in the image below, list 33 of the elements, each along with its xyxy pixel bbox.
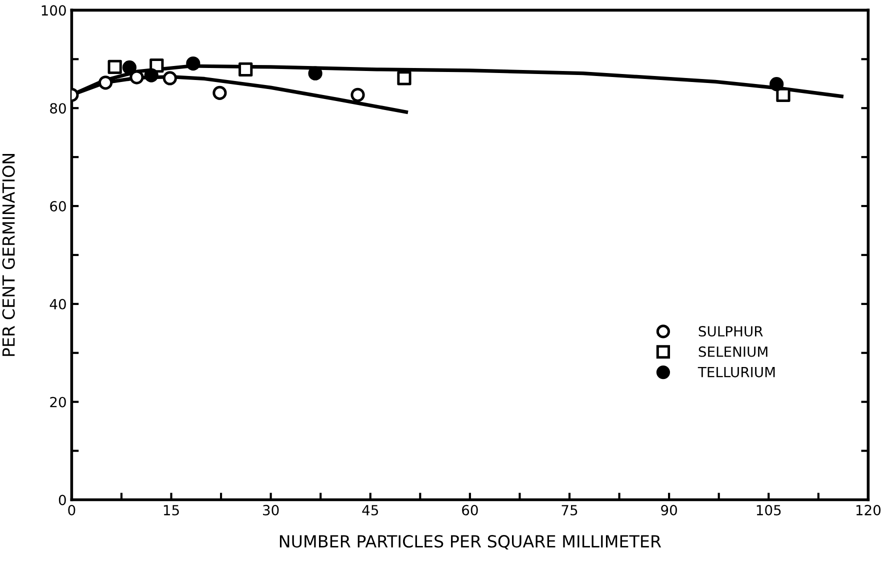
y-tick-label: 40 bbox=[50, 298, 66, 310]
legend-label: TELLURIUM bbox=[698, 366, 775, 378]
legend-label: SELENIUM bbox=[698, 346, 768, 357]
point bbox=[350, 88, 365, 102]
point bbox=[122, 60, 136, 75]
y-tick-label: 20 bbox=[50, 396, 66, 408]
y-axis-title: PER CENT GERMINATION bbox=[2, 154, 15, 356]
y-tick-label: 100 bbox=[42, 5, 66, 16]
point bbox=[770, 77, 784, 92]
x-tick-label: 90 bbox=[661, 504, 677, 516]
x-tick-label: 45 bbox=[362, 505, 378, 516]
point bbox=[108, 60, 122, 74]
point bbox=[212, 86, 227, 100]
x-axis-title: NUMBER PARTICLES PER SQUARE MILLIMETER bbox=[280, 535, 662, 550]
x-tick-label: 30 bbox=[263, 504, 279, 516]
point bbox=[776, 88, 790, 102]
x-tick-label: 75 bbox=[562, 505, 578, 516]
y-tick-label: 60 bbox=[50, 200, 66, 212]
x-tick-label: 60 bbox=[462, 504, 478, 516]
point bbox=[238, 62, 253, 76]
point bbox=[397, 71, 412, 86]
y-tick-label: 80 bbox=[50, 103, 66, 114]
x-tick-label: 15 bbox=[164, 505, 179, 516]
x-tick-label: 105 bbox=[756, 504, 781, 516]
point bbox=[98, 76, 113, 90]
x-tick-label: 120 bbox=[856, 504, 881, 516]
point bbox=[308, 66, 322, 80]
point bbox=[162, 71, 177, 86]
point bbox=[144, 68, 158, 82]
x-tick-label: 0 bbox=[68, 504, 76, 516]
point bbox=[186, 56, 200, 71]
y-tick-label: 0 bbox=[58, 494, 66, 506]
legend-label: SULPHUR bbox=[698, 326, 763, 337]
